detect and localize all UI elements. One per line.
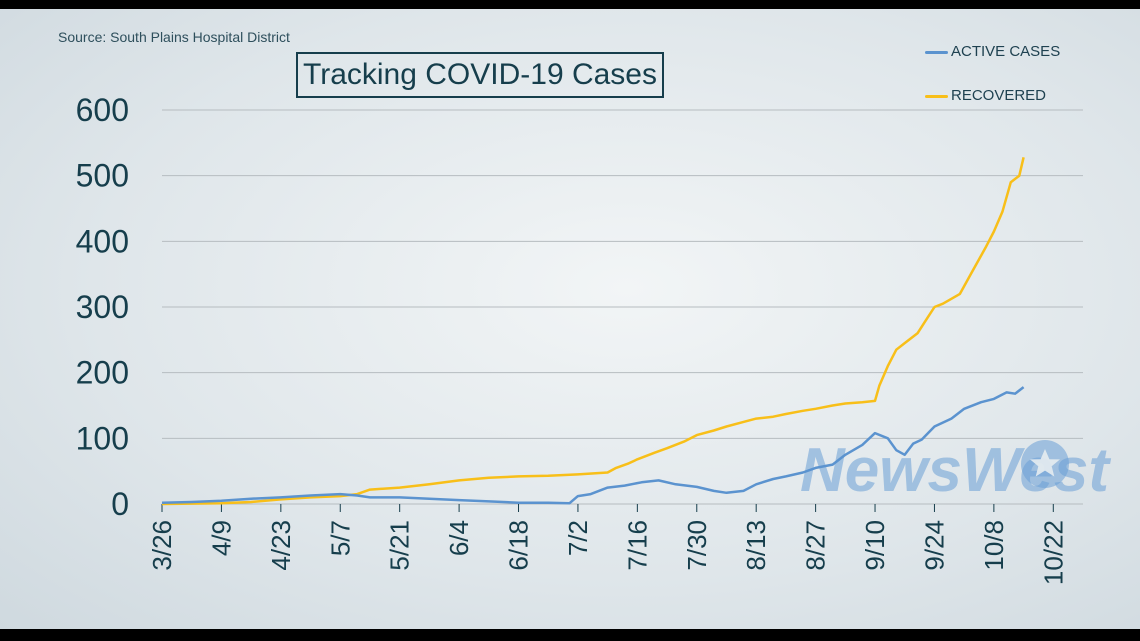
star-icon bbox=[1021, 440, 1069, 488]
x-tick-label: 10/22 bbox=[1038, 520, 1068, 585]
source-text: Source: South Plains Hospital District bbox=[58, 29, 290, 45]
x-tick-label: 7/16 bbox=[622, 520, 652, 571]
data-series bbox=[161, 157, 1025, 506]
chart-frame: Source: South Plains Hospital District T… bbox=[0, 9, 1140, 629]
x-tick-label: 10/8 bbox=[979, 520, 1009, 571]
x-tick-label: 6/4 bbox=[444, 520, 474, 556]
newswest-watermark: NewsWest bbox=[800, 436, 1111, 505]
x-tick-label: 4/23 bbox=[266, 520, 296, 571]
x-tick-label: 3/26 bbox=[147, 520, 177, 571]
y-tick-label-300: 300 bbox=[76, 289, 129, 325]
line-chart: 0 100 200 300 400 500 600 3/26 4/9 4/23 5/7 5/21 6/… bbox=[76, 92, 1112, 585]
legend-label-recovered: RECOVERED bbox=[951, 87, 1047, 104]
x-tick-label: 7/30 bbox=[682, 520, 712, 571]
x-tick-label: 5/7 bbox=[325, 520, 355, 556]
legend-swatch-recovered bbox=[925, 95, 948, 98]
legend-label-active-cases: ACTIVE CASES bbox=[951, 43, 1061, 60]
y-tick-label-0: 0 bbox=[111, 486, 129, 522]
x-tick-label: 8/13 bbox=[741, 520, 771, 571]
x-tick-label: 7/2 bbox=[563, 520, 593, 556]
series-line-recovered bbox=[161, 157, 1025, 506]
y-tick-label-600: 600 bbox=[76, 92, 129, 128]
x-tick-label: 8/27 bbox=[801, 520, 831, 571]
x-axis-tick-labels: 3/26 4/9 4/23 5/7 5/21 6/4 6/18 7/2 7/16 7/30 8/13… bbox=[147, 504, 1068, 585]
legend-swatch-active-cases bbox=[925, 51, 948, 54]
y-tick-label-500: 500 bbox=[76, 158, 129, 194]
y-tick-label-200: 200 bbox=[76, 355, 129, 391]
y-tick-label-100: 100 bbox=[76, 420, 129, 456]
x-tick-label: 6/18 bbox=[504, 520, 534, 571]
x-tick-label: 5/21 bbox=[385, 520, 415, 571]
x-tick-label: 9/10 bbox=[860, 520, 890, 571]
chart-title: Tracking COVID-19 Cases bbox=[296, 52, 664, 98]
x-tick-label: 4/9 bbox=[206, 520, 236, 556]
y-tick-label-400: 400 bbox=[76, 223, 129, 259]
y-axis-tick-labels: 0 100 200 300 400 500 600 bbox=[76, 92, 129, 522]
grid-lines bbox=[162, 109, 1083, 505]
x-tick-label: 9/24 bbox=[919, 520, 949, 571]
series-line-active-cases bbox=[161, 386, 1025, 505]
